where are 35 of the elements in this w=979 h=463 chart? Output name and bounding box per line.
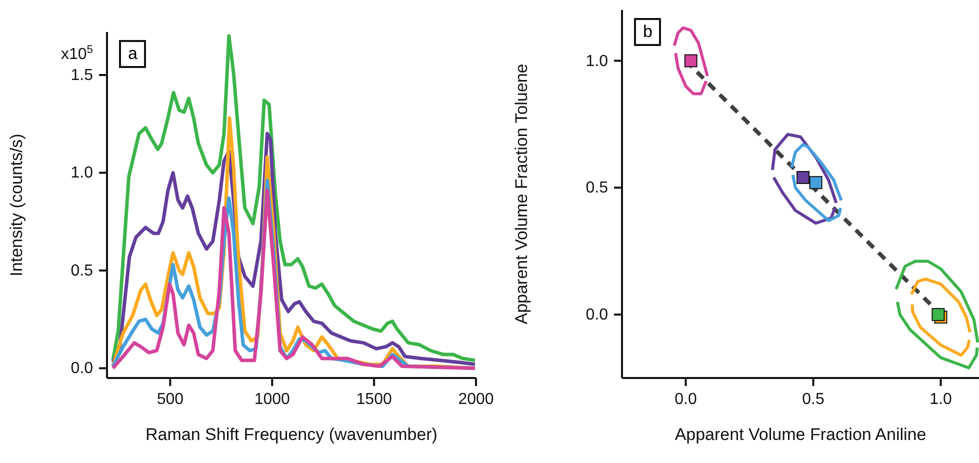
y-tick-label: 0.0 — [70, 360, 94, 378]
x-tick-label: 1.0 — [930, 391, 952, 408]
y-tick-label: 1.0 — [586, 52, 608, 70]
y-tick-label: 0.5 — [586, 180, 608, 197]
text: a — [119, 40, 146, 68]
line-series — [910, 302, 971, 357]
y-tick-label: 0.5 — [70, 262, 94, 280]
point — [796, 171, 810, 184]
point — [932, 308, 945, 322]
line-series — [111, 34, 476, 362]
x-tick-label: 1500 — [356, 391, 392, 408]
text: b — [634, 18, 662, 46]
line-series — [674, 52, 708, 96]
x-tick-label: 500 — [156, 391, 184, 408]
x-tick-label: 1000 — [254, 391, 290, 408]
line-series — [772, 176, 836, 225]
y-tick-label: 1.5 — [70, 67, 94, 84]
line-series — [896, 300, 979, 370]
y-tick-label: 1.0 — [70, 164, 94, 182]
y-axis-title: Apparent Volume Fraction Toluene — [512, 64, 532, 324]
x-tick-label: 0.5 — [802, 391, 824, 408]
line-series — [790, 143, 843, 202]
point — [809, 176, 822, 190]
line-series — [894, 260, 979, 344]
y-axis-title: Intensity (counts/s) — [7, 134, 26, 276]
line-series — [672, 26, 709, 78]
x-axis-title: Raman Shift Frequency (wavenumber) — [146, 425, 438, 444]
point — [684, 54, 698, 68]
line-series — [791, 173, 842, 222]
x-axis-title: Apparent Volume Fraction Aniline — [674, 425, 926, 444]
text: x10$^{5}$ — [60, 44, 93, 64]
x-tick-label: 2000 — [458, 391, 494, 408]
y-tick-label: 0.0 — [586, 306, 608, 324]
x-tick-label: 0.0 — [674, 391, 697, 408]
line-series — [910, 278, 972, 334]
